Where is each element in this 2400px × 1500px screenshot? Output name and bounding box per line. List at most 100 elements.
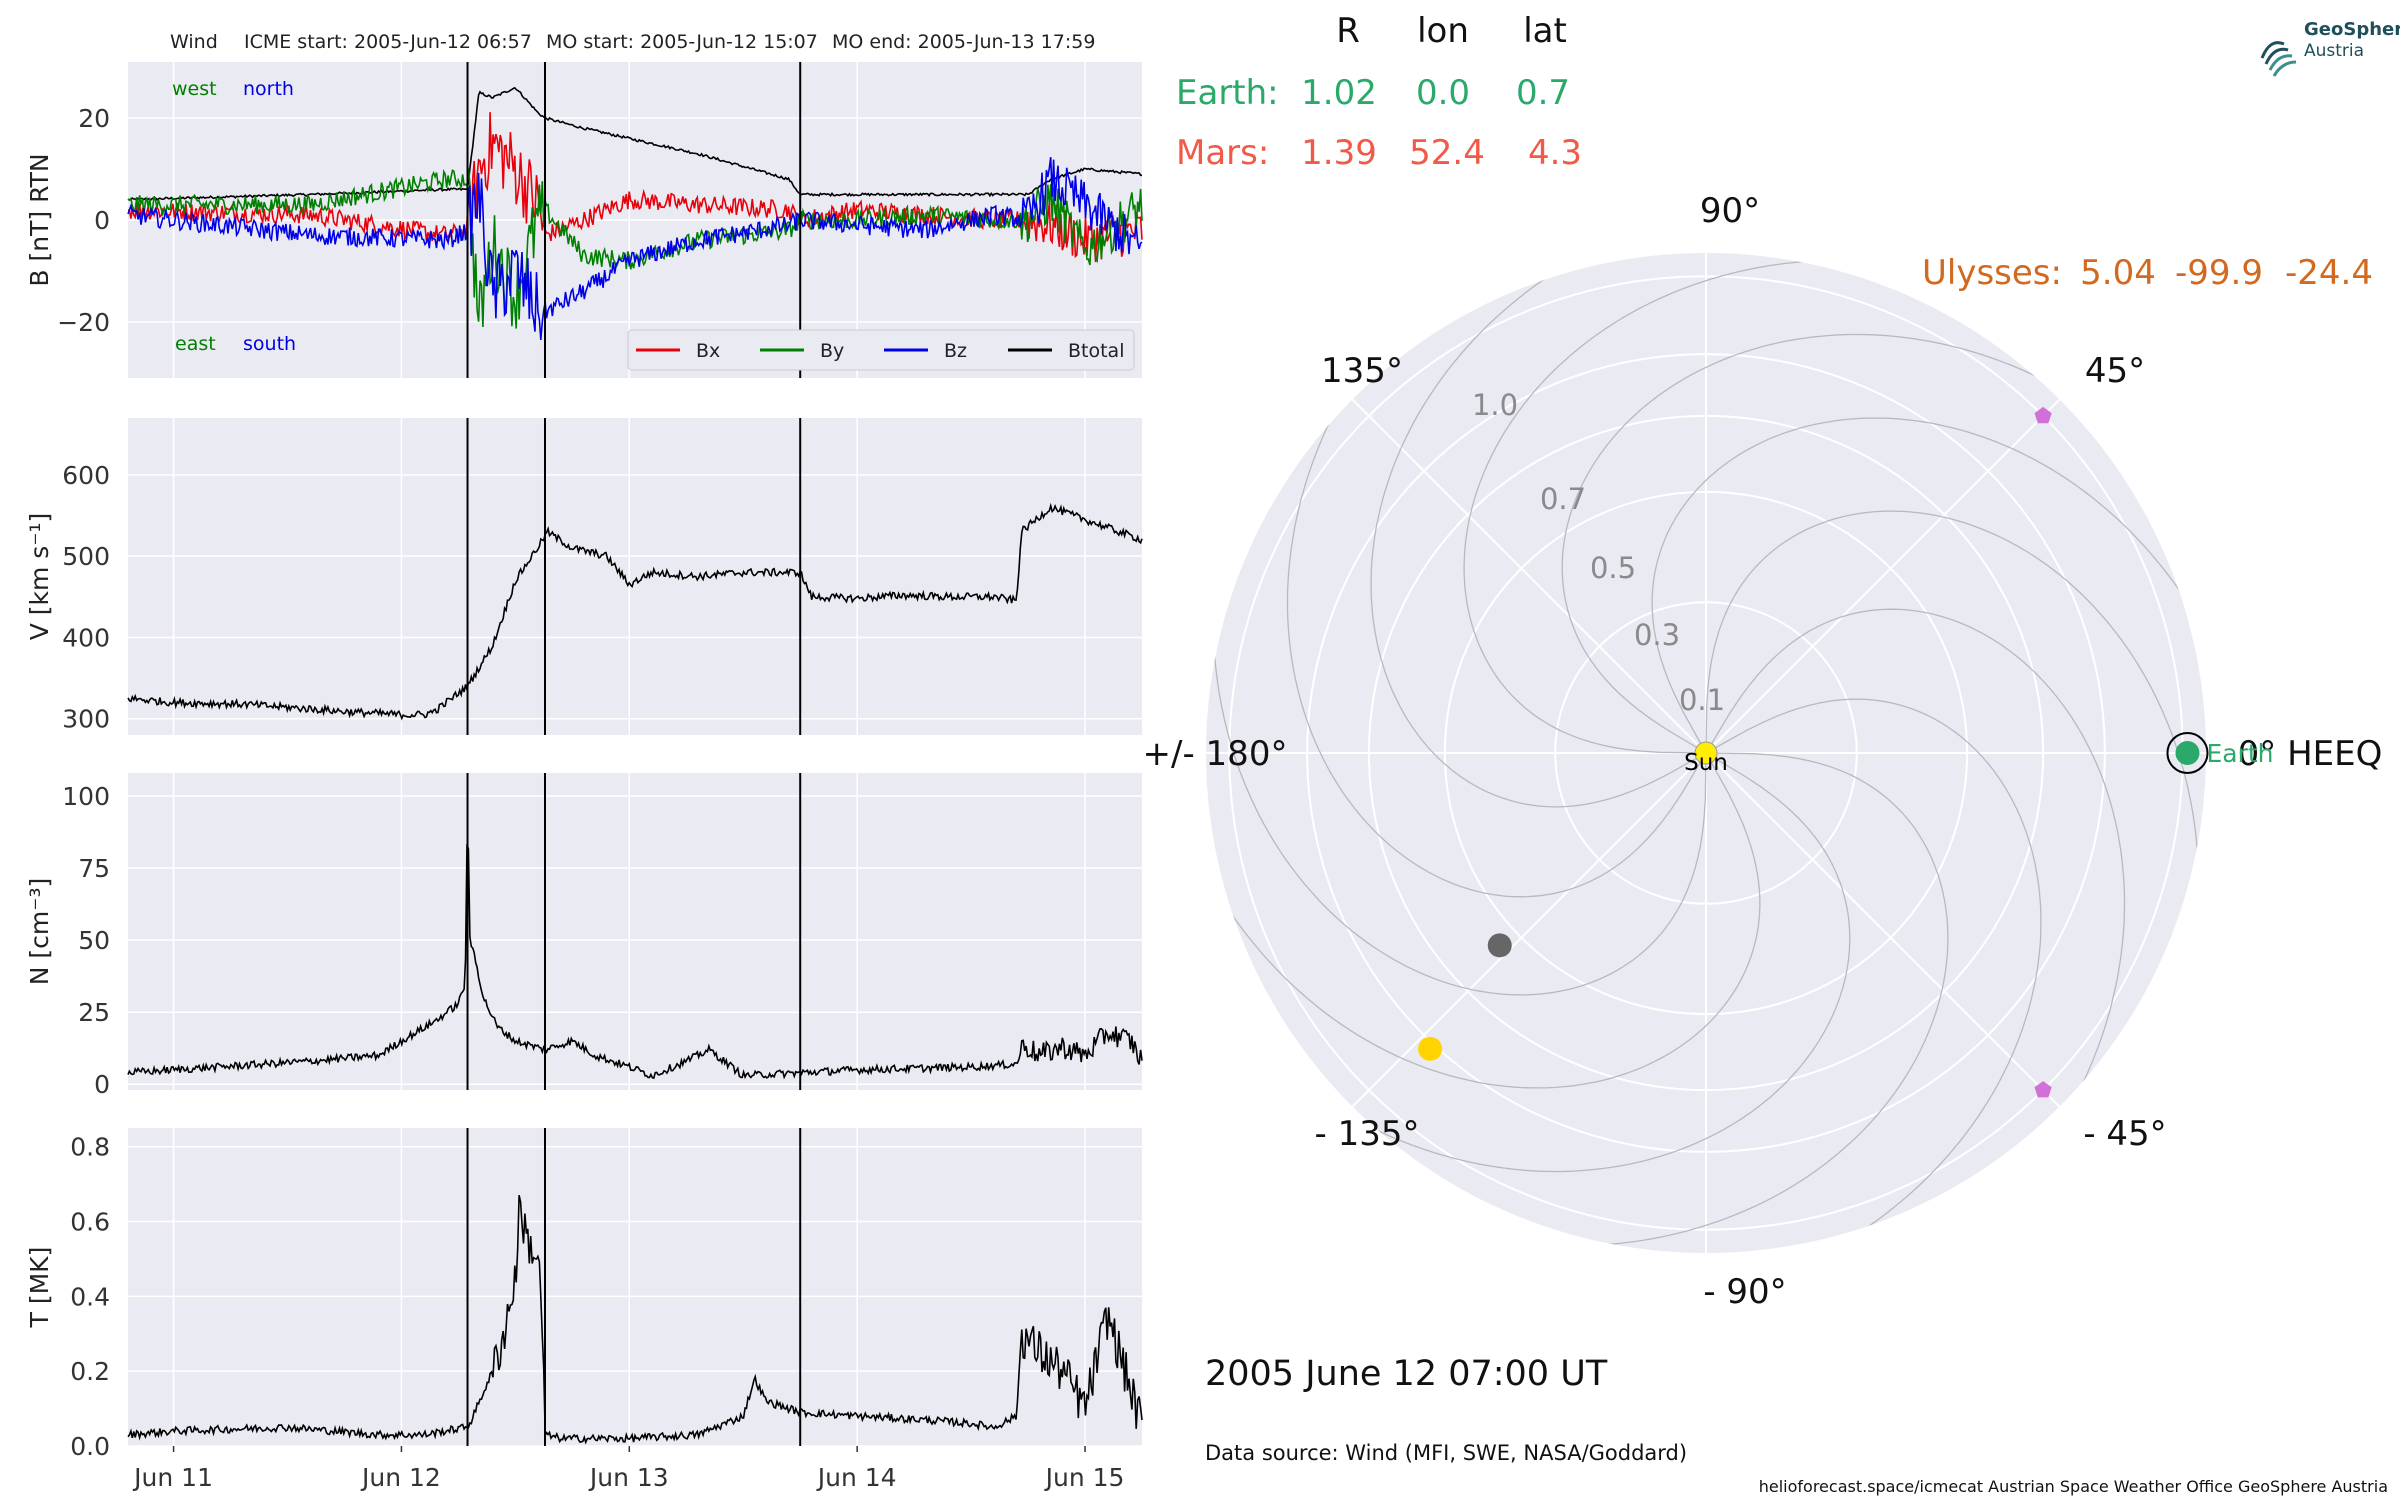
earth-row-lon: 0.0	[1416, 73, 1470, 113]
y-axis-label: T [MK]	[25, 1247, 54, 1329]
y-tick-label: 100	[62, 782, 110, 811]
parker-spiral-line	[1286, 388, 1707, 898]
ulysses-row-r: 5.04	[2080, 253, 2156, 293]
angle-label: - 90°	[1703, 1272, 1786, 1312]
table-header-r: R	[1336, 11, 1360, 51]
planet-marker	[1487, 933, 1512, 958]
angular-gridline	[1351, 398, 1707, 754]
y-tick-label: 0	[94, 1070, 110, 1099]
earth-label: Earth	[2206, 739, 2273, 768]
y-tick-label: 0	[94, 206, 110, 235]
parker-spirals	[1210, 257, 2202, 1249]
angular-gridline	[1705, 752, 2061, 1108]
earth-row-name: Earth:	[1176, 73, 1279, 113]
angle-label: 90°	[1700, 191, 1760, 231]
x-tick-label: Jun 14	[816, 1463, 897, 1492]
sun-marker	[1694, 741, 1718, 765]
y-axis-label: B [nT] RTN	[25, 153, 54, 286]
icme-start-label: ICME start: 2005-Jun-12 06:57	[244, 31, 532, 53]
mo-end-label: MO end: 2005-Jun-13 17:59	[832, 31, 1095, 53]
y-tick-label: 0.4	[70, 1282, 110, 1311]
parker-spiral-line	[1705, 510, 2200, 889]
parker-spiral-line	[1370, 257, 1707, 808]
earth-marker	[2175, 741, 2200, 765]
radial-tick-label: 0.3	[1634, 618, 1680, 652]
logo-line1: GeoSphere	[2304, 19, 2400, 40]
parker-spiral-line	[1212, 617, 1707, 996]
series-V	[127, 502, 1143, 721]
spacecraft-label: Wind	[170, 31, 218, 53]
y-tick-label: 0.6	[70, 1208, 110, 1237]
annotation-north: north	[243, 78, 294, 100]
parker-spiral-line	[1705, 608, 2126, 1118]
panel-magnetic-field: −20 0 20 B [nT] RTN west north east south Bx By Bz…	[25, 62, 1143, 378]
y-tick-label: 300	[62, 705, 110, 734]
ulysses-row-name: Ulysses:	[1922, 253, 2062, 293]
angular-gridline	[1705, 398, 2061, 754]
x-tick-label: Jun 13	[588, 1463, 669, 1492]
angle-label: 0° HEEQ	[2238, 734, 2383, 774]
radial-tick-label: 0.5	[1590, 551, 1636, 585]
legend-label-Btotal: Btotal	[1068, 340, 1124, 362]
panel-speed: 300 400 500 600 V [km s⁻¹]	[25, 418, 1143, 735]
planet-marker	[1418, 1036, 1443, 1061]
earth-row-lat: 0.7	[1516, 73, 1570, 113]
radial-tick-label: 0.7	[1540, 482, 1586, 516]
spacecraft-marker	[2034, 406, 2052, 424]
polar-plot: 0.1 0.3 0.5 0.7 1.0 90° 45° 0° HEEQ - 45° - 90° - …	[1143, 191, 2383, 1312]
y-tick-label: 75	[78, 854, 110, 883]
ulysses-row-lat: -24.4	[2285, 253, 2373, 293]
parker-spiral-line	[1463, 259, 1842, 754]
x-tick-label: Jun 15	[1044, 1463, 1125, 1492]
geosphere-logo: GeoSphere Austria	[2260, 19, 2400, 77]
parker-spiral-line	[1341, 752, 1851, 1173]
mars-row-r: 1.39	[1301, 133, 1377, 173]
earth-row-r: 1.02	[1301, 73, 1377, 113]
x-tick-label: Jun 12	[360, 1463, 441, 1492]
y-tick-label: 0.8	[70, 1133, 110, 1162]
table-header-lat: lat	[1523, 11, 1567, 51]
mars-row-name: Mars:	[1176, 133, 1269, 173]
angle-label: 135°	[1321, 351, 1403, 391]
annotation-south: south	[243, 333, 296, 355]
series-Btotal	[127, 86, 1143, 202]
y-tick-label: 600	[62, 461, 110, 490]
credits-label: helioforecast.space/icmecat Austrian Spa…	[1759, 1477, 2388, 1496]
y-tick-label: 0.2	[70, 1357, 110, 1386]
parker-spiral-line	[1651, 417, 2202, 754]
legend-label-Bx: Bx	[696, 340, 720, 362]
legend-label-By: By	[820, 340, 844, 362]
y-tick-label: 25	[78, 998, 110, 1027]
mars-row-lat: 4.3	[1528, 133, 1582, 173]
radial-tick-label: 1.0	[1472, 388, 1518, 422]
logo-line2: Austria	[2304, 41, 2364, 61]
y-tick-label: −20	[57, 308, 110, 337]
parker-spiral-line	[1570, 752, 1949, 1247]
y-tick-label: 500	[62, 542, 110, 571]
y-tick-label: 20	[78, 104, 110, 133]
angle-label: - 135°	[1315, 1114, 1420, 1154]
panel-background	[128, 418, 1142, 735]
series-N	[127, 843, 1143, 1080]
parker-spiral-line	[1561, 333, 2071, 754]
table-header-lon: lon	[1417, 11, 1469, 51]
annotation-east: east	[175, 333, 216, 355]
legend-label-Bz: Bz	[944, 340, 967, 362]
earth-ring	[2166, 732, 2209, 774]
y-axis-label: N [cm⁻³]	[25, 878, 54, 985]
date-label: 2005 June 12 07:00 UT	[1205, 1354, 1608, 1394]
y-tick-label: 400	[62, 623, 110, 652]
panel-density: 0 25 50 75 100 N [cm⁻³]	[25, 773, 1143, 1099]
series-Bz	[127, 157, 1143, 340]
sun-label: Sun	[1684, 750, 1728, 776]
legend-box	[627, 329, 1135, 371]
y-tick-label: 0.0	[70, 1432, 110, 1461]
annotation-west: west	[172, 78, 217, 100]
angle-label: +/- 180°	[1143, 734, 1288, 774]
panel-temperature: 0.0 0.2 0.4 0.6 0.8 T [MK] Jun 11 Jun 12 Jun 13 J…	[25, 1128, 1143, 1492]
spacecraft-marker	[2034, 1081, 2052, 1098]
angle-label: 45°	[2085, 351, 2145, 391]
data-source-label: Data source: Wind (MFI, SWE, NASA/Goddar…	[1205, 1441, 1687, 1465]
ulysses-row-lon: -99.9	[2175, 253, 2263, 293]
radial-tick-label: 0.1	[1679, 683, 1725, 717]
